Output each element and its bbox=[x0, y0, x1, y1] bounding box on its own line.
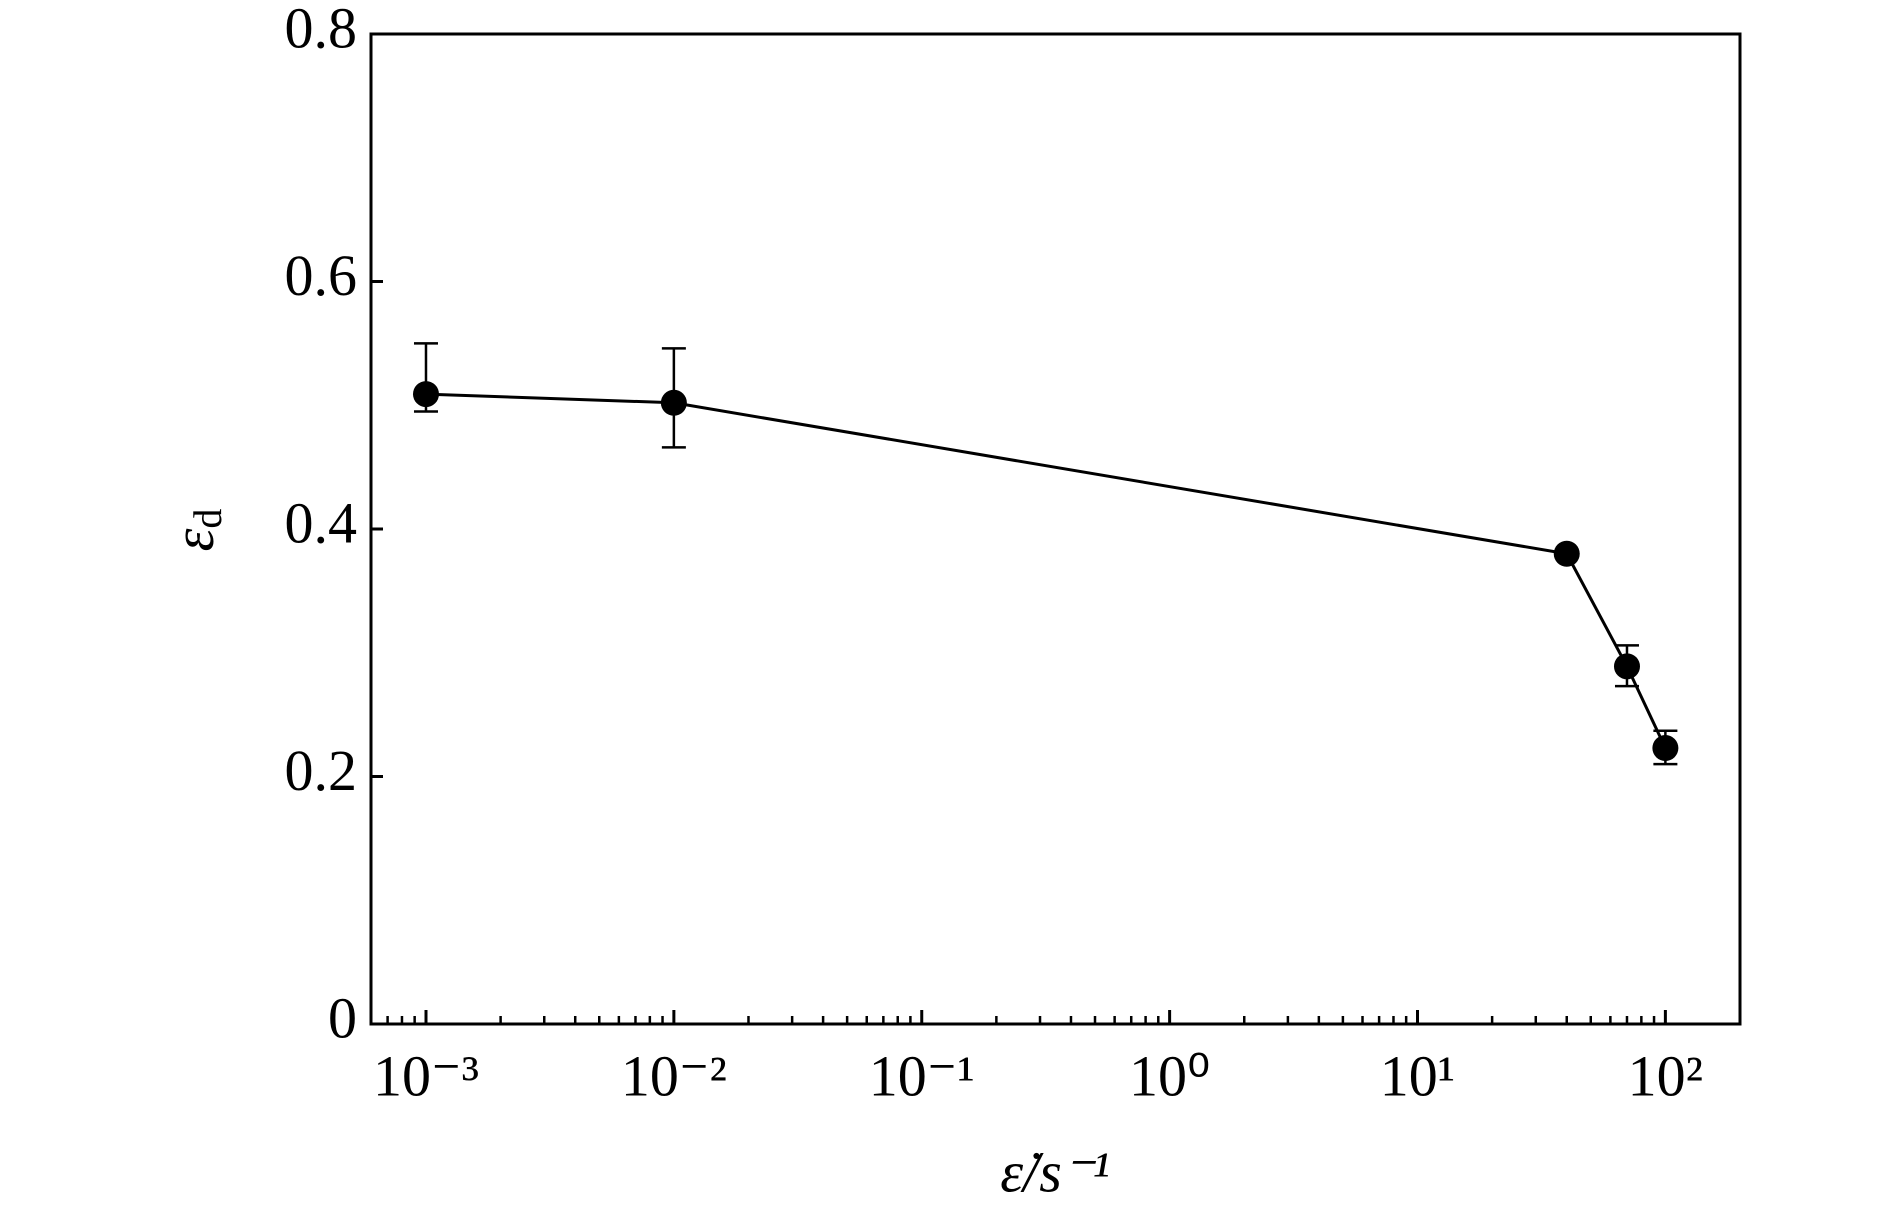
y-axis-label: εd bbox=[161, 509, 230, 552]
x-tick-label: 10⁻³ bbox=[373, 1043, 479, 1108]
x-tick-label: 10⁻² bbox=[621, 1043, 727, 1108]
y-tick-label: 0.8 bbox=[285, 0, 358, 60]
data-point bbox=[1553, 540, 1580, 567]
y-tick-label: 0.2 bbox=[285, 738, 358, 803]
data-point bbox=[660, 389, 687, 416]
x-axis-label: ε̇/s⁻¹ bbox=[1000, 1139, 1110, 1204]
data-point bbox=[1652, 735, 1679, 762]
plot-frame bbox=[369, 32, 1742, 1026]
y-tick-label: 0.6 bbox=[285, 243, 358, 308]
data-point bbox=[412, 381, 439, 408]
data-line bbox=[425, 392, 1667, 749]
y-axis-label-main: ε bbox=[161, 528, 226, 551]
data-point bbox=[1613, 653, 1640, 680]
x-tick-label: 10⁻¹ bbox=[869, 1043, 975, 1108]
y-tick-label: 0 bbox=[328, 985, 357, 1050]
y-axis-label-sub: d bbox=[185, 509, 230, 529]
x-tick-label: 10¹ bbox=[1380, 1043, 1455, 1108]
x-tick-label: 10² bbox=[1628, 1043, 1703, 1108]
x-tick-label: 10⁰ bbox=[1129, 1043, 1210, 1108]
y-tick-label: 0.4 bbox=[285, 490, 358, 555]
